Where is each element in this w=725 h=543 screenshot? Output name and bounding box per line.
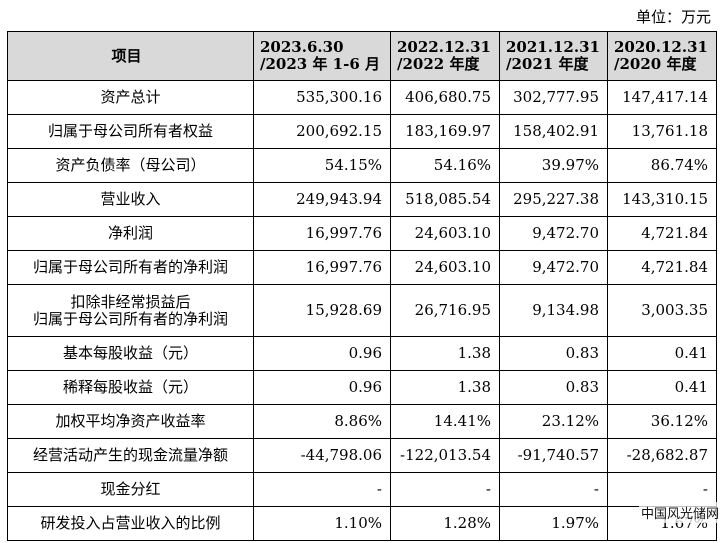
header-col-2021: 2021.12.31 /2021 年度: [499, 31, 608, 81]
header-period: /2023 年 1-6 月: [260, 55, 380, 73]
cell-value: 23.12%: [499, 404, 608, 439]
cell-value: 4,721.84: [607, 216, 717, 251]
row-label: 净利润: [7, 216, 254, 251]
cell-value: 302,777.95: [499, 80, 608, 115]
cell-value: 24,603.10: [390, 250, 500, 285]
header-col-2023h1: 2023.6.30 /2023 年 1-6 月: [253, 31, 391, 81]
cell-value: 15,928.69: [253, 284, 391, 337]
cell-value: -122,013.54: [390, 438, 500, 473]
cell-value: 0.96: [253, 370, 391, 405]
header-col-2020: 2020.12.31 /2020 年度: [607, 31, 717, 81]
cell-value: 0.96: [253, 336, 391, 371]
cell-value: -28,682.87: [607, 438, 717, 473]
cell-value: 9,472.70: [499, 250, 608, 285]
cell-value: -91,740.57: [499, 438, 608, 473]
cell-value: 0.41: [607, 336, 717, 371]
table-row: 经营活动产生的现金流量净额 -44,798.06 -122,013.54 -91…: [7, 438, 717, 473]
cell-value: 249,943.94: [253, 182, 391, 217]
cell-value: 295,227.38: [499, 182, 608, 217]
header-period: /2021 年度: [506, 55, 589, 73]
cell-value: -44,798.06: [253, 438, 391, 473]
row-label: 研发投入占营业收入的比例: [7, 506, 254, 541]
header-col-2022: 2022.12.31 /2022 年度: [390, 31, 500, 81]
table-row: 营业收入 249,943.94 518,085.54 295,227.38 14…: [7, 182, 717, 217]
cell-value: 9,134.98: [499, 284, 608, 337]
cell-value: 0.83: [499, 370, 608, 405]
cell-value: 535,300.16: [253, 80, 391, 115]
cell-value: 1.10%: [253, 506, 391, 541]
header-date: 2020.12.31: [614, 38, 708, 56]
cell-value: 1.38: [390, 370, 500, 405]
cell-value: 36.12%: [607, 404, 717, 439]
cell-value: 0.41: [607, 370, 717, 405]
cell-value: -: [390, 472, 500, 507]
cell-value: 518,085.54: [390, 182, 500, 217]
row-label: 资产总计: [7, 80, 254, 115]
table-row: 基本每股收益（元） 0.96 1.38 0.83 0.41: [7, 336, 717, 371]
cell-value: 4,721.84: [607, 250, 717, 285]
cell-value: 16,997.76: [253, 216, 391, 251]
row-label: 归属于母公司所有者权益: [7, 114, 254, 149]
table-row: 稀释每股收益（元） 0.96 1.38 0.83 0.41: [7, 370, 717, 405]
cell-value: 54.16%: [390, 148, 500, 183]
cell-value: 158,402.91: [499, 114, 608, 149]
cell-value: 26,716.95: [390, 284, 500, 337]
unit-label: 单位：万元: [635, 8, 711, 26]
cell-value: 24,603.10: [390, 216, 500, 251]
cell-value: 0.83: [499, 336, 608, 371]
header-date: 2021.12.31: [506, 38, 600, 56]
cell-value: 183,169.97: [390, 114, 500, 149]
table-row: 现金分红 - - - -: [7, 472, 717, 507]
cell-value: -: [499, 472, 608, 507]
row-label: 稀释每股收益（元）: [7, 370, 254, 405]
header-item: 项目: [7, 31, 254, 81]
row-label: 加权平均净资产收益率: [7, 404, 254, 439]
row-label: 现金分红: [7, 472, 254, 507]
row-label-line: 归属于母公司所有者的净利润: [32, 309, 228, 328]
cell-value: 86.74%: [607, 148, 717, 183]
table-row: 扣除非经常损益后 归属于母公司所有者的净利润 15,928.69 26,716.…: [7, 284, 717, 337]
cell-value: 8.86%: [253, 404, 391, 439]
table-row: 净利润 16,997.76 24,603.10 9,472.70 4,721.8…: [7, 216, 717, 251]
row-label-line: 扣除非经常损益后: [70, 292, 191, 311]
watermark: 中国风光储网: [638, 502, 721, 523]
table-row: 资产总计 535,300.16 406,680.75 302,777.95 14…: [7, 80, 717, 115]
cell-value: 143,310.15: [607, 182, 717, 217]
row-label: 基本每股收益（元）: [7, 336, 254, 371]
table-row: 归属于母公司所有者权益 200,692.15 183,169.97 158,40…: [7, 114, 717, 149]
header-date: 2022.12.31: [397, 38, 491, 56]
header-period: /2020 年度: [614, 55, 697, 73]
row-label: 营业收入: [7, 182, 254, 217]
cell-value: 3,003.35: [607, 284, 717, 337]
cell-value: 147,417.14: [607, 80, 717, 115]
cell-value: 9,472.70: [499, 216, 608, 251]
row-label: 资产负债率（母公司）: [7, 148, 254, 183]
header-row: 项目 2023.6.30 /2023 年 1-6 月 2022.12.31 /2…: [7, 31, 717, 81]
cell-value: 200,692.15: [253, 114, 391, 149]
row-label: 归属于母公司所有者的净利润: [7, 250, 254, 285]
table-row: 研发投入占营业收入的比例 1.10% 1.28% 1.97% 1.67%: [7, 506, 717, 541]
cell-value: 1.97%: [499, 506, 608, 541]
row-label: 经营活动产生的现金流量净额: [7, 438, 254, 473]
cell-value: -: [253, 472, 391, 507]
cell-value: 54.15%: [253, 148, 391, 183]
cell-value: 14.41%: [390, 404, 500, 439]
table-row: 加权平均净资产收益率 8.86% 14.41% 23.12% 36.12%: [7, 404, 717, 439]
cell-value: 16,997.76: [253, 250, 391, 285]
cell-value: 1.28%: [390, 506, 500, 541]
cell-value: 13,761.18: [607, 114, 717, 149]
table-row: 资产负债率（母公司） 54.15% 54.16% 39.97% 86.74%: [7, 148, 717, 183]
header-date: 2023.6.30: [260, 38, 344, 56]
cell-value: 39.97%: [499, 148, 608, 183]
header-period: /2022 年度: [397, 55, 480, 73]
cell-value: 406,680.75: [390, 80, 500, 115]
table-row: 归属于母公司所有者的净利润 16,997.76 24,603.10 9,472.…: [7, 250, 717, 285]
row-label: 扣除非经常损益后 归属于母公司所有者的净利润: [7, 284, 254, 337]
financial-table: 项目 2023.6.30 /2023 年 1-6 月 2022.12.31 /2…: [7, 31, 717, 541]
cell-value: 1.38: [390, 336, 500, 371]
